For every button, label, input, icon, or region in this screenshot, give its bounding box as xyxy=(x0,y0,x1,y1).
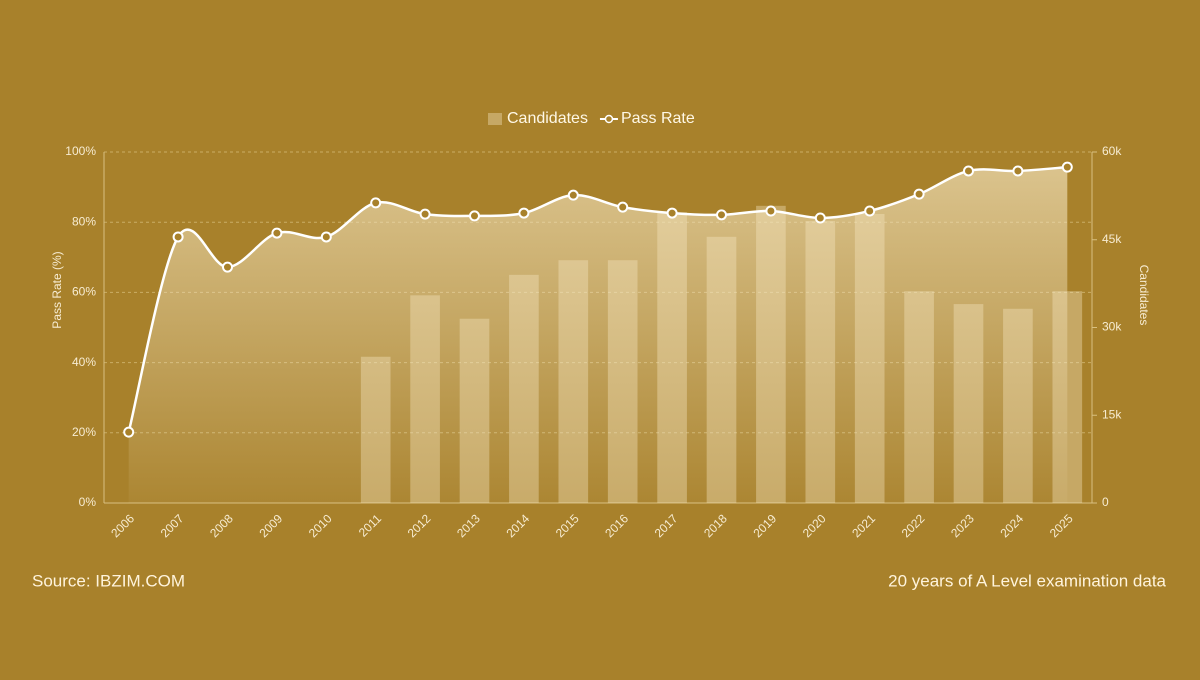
x-tick-label: 2025 xyxy=(1047,511,1076,540)
point xyxy=(666,207,678,219)
point xyxy=(1061,161,1073,173)
x-tick-label: 2021 xyxy=(849,511,878,540)
point xyxy=(864,205,876,217)
point xyxy=(320,231,332,243)
x-tick-label: 2013 xyxy=(454,511,483,540)
y-tick-label: 80% xyxy=(72,214,96,228)
point xyxy=(172,231,184,243)
footnote: 20 years of A Level examination data xyxy=(888,571,1166,590)
y2-axis-label: Candidates xyxy=(1137,265,1151,326)
x-tick-label: 2015 xyxy=(553,511,582,540)
x-tick-label: 2017 xyxy=(652,511,681,540)
point xyxy=(469,210,480,222)
legend-swatch xyxy=(604,114,614,124)
x-tick-label: 2011 xyxy=(356,511,384,539)
legend-label: Pass Rate xyxy=(621,110,695,127)
y2-tick-label: 15k xyxy=(1102,407,1122,421)
point xyxy=(1012,165,1024,177)
y-axis-label: Pass Rate (%) xyxy=(50,251,64,328)
y2-tick-label: 30k xyxy=(1102,320,1122,334)
point xyxy=(913,188,925,200)
x-tick-label: 2020 xyxy=(800,511,829,540)
x-tick-label: 2006 xyxy=(108,511,137,540)
y-tick-label: 100% xyxy=(65,144,96,158)
point xyxy=(814,212,826,224)
x-tick-label: 2014 xyxy=(503,511,532,540)
legend-swatch xyxy=(488,113,502,125)
x-tick-label: 2024 xyxy=(997,511,1026,540)
y2-tick-label: 60k xyxy=(1102,144,1122,158)
y-tick-label: 60% xyxy=(72,285,96,299)
point xyxy=(123,426,135,438)
y-tick-label: 0% xyxy=(79,495,97,509)
point xyxy=(419,208,431,220)
y2-tick-label: 45k xyxy=(1102,232,1122,246)
point xyxy=(716,209,727,221)
x-tick-label: 2010 xyxy=(306,511,335,540)
x-tick-label: 2008 xyxy=(207,511,236,540)
point xyxy=(567,189,579,201)
x-tick-label: 2016 xyxy=(602,511,631,540)
legend-label: Candidates xyxy=(507,110,588,127)
y-tick-label: 20% xyxy=(72,425,96,439)
y-tick-label: 40% xyxy=(72,355,96,369)
x-tick-label: 2009 xyxy=(256,511,285,540)
point xyxy=(963,165,974,177)
point xyxy=(518,207,530,219)
x-tick-label: 2018 xyxy=(701,511,730,540)
y2-tick-label: 0 xyxy=(1102,495,1109,509)
point xyxy=(617,201,629,213)
x-tick-label: 2019 xyxy=(750,511,779,540)
x-tick-label: 2012 xyxy=(405,511,434,540)
x-tick-label: 2007 xyxy=(158,511,187,540)
point xyxy=(765,205,777,217)
point xyxy=(370,197,382,209)
source: Source: IBZIM.COM xyxy=(32,571,185,590)
point xyxy=(222,261,233,273)
point xyxy=(271,227,283,239)
area xyxy=(128,167,1068,503)
legend: Candidates Pass Rate xyxy=(488,110,695,127)
x-tick-label: 2022 xyxy=(899,511,928,540)
x-tick-label: 2023 xyxy=(948,511,977,540)
